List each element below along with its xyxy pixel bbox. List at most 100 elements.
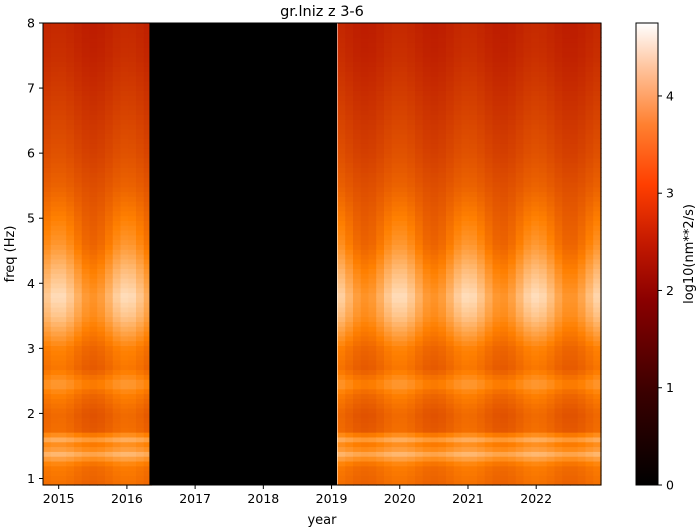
- heatmap-cell: [554, 326, 563, 332]
- heatmap-cell: [43, 138, 52, 144]
- heatmap-cell: [43, 42, 52, 48]
- heatmap-cell: [368, 133, 377, 140]
- heatmap-cell: [136, 196, 145, 202]
- heatmap-cell: [360, 393, 370, 399]
- heatmap-cell: [66, 249, 75, 255]
- heatmap-cell: [399, 278, 408, 284]
- heatmap-cell: [360, 369, 370, 375]
- heatmap-cell: [531, 258, 540, 265]
- heatmap-cell: [539, 388, 548, 395]
- heatmap-cell: [376, 427, 385, 433]
- heatmap-cell: [585, 331, 594, 337]
- heatmap-cell: [477, 124, 486, 130]
- heatmap-cell: [81, 480, 91, 486]
- heatmap-cell: [508, 225, 517, 231]
- heatmap-cell: [105, 393, 114, 399]
- heatmap-cell: [438, 167, 447, 173]
- heatmap-cell: [136, 436, 145, 443]
- heatmap-cell: [554, 335, 563, 342]
- heatmap-cell: [105, 355, 114, 361]
- heatmap-cell: [593, 201, 602, 207]
- heatmap-cell: [531, 95, 540, 101]
- heatmap-cell: [360, 398, 370, 404]
- heatmap-cell: [43, 408, 52, 414]
- heatmap-cell: [415, 191, 424, 197]
- heatmap-cell: [570, 42, 579, 48]
- heatmap-cell: [105, 379, 114, 385]
- heatmap-cell: [345, 263, 354, 270]
- heatmap-cell: [585, 412, 594, 419]
- heatmap-cell: [539, 278, 548, 284]
- heatmap-cell: [477, 172, 486, 178]
- heatmap-cell: [484, 191, 494, 197]
- heatmap-cell: [446, 23, 455, 29]
- heatmap-cell: [585, 451, 594, 457]
- heatmap-cell: [128, 56, 137, 63]
- heatmap-cell: [461, 292, 470, 298]
- heatmap-cell: [43, 465, 52, 472]
- heatmap-cell: [368, 258, 377, 265]
- heatmap-cell: [539, 263, 548, 270]
- heatmap-cell: [570, 398, 579, 404]
- heatmap-cell: [531, 282, 540, 289]
- heatmap-cell: [120, 148, 129, 154]
- heatmap-cell: [376, 374, 385, 380]
- heatmap-cell: [360, 32, 370, 39]
- heatmap-cell: [484, 210, 494, 217]
- heatmap-cell: [128, 61, 137, 67]
- heatmap-cell: [353, 201, 362, 207]
- heatmap-cell: [477, 119, 486, 125]
- heatmap-cell: [136, 273, 145, 279]
- heatmap-cell: [562, 172, 571, 178]
- heatmap-cell: [477, 345, 486, 351]
- heatmap-cell: [554, 254, 563, 260]
- heatmap-cell: [136, 157, 145, 164]
- heatmap-cell: [58, 359, 67, 366]
- heatmap-cell: [74, 234, 83, 241]
- heatmap-cell: [368, 215, 377, 221]
- heatmap-cell: [484, 196, 494, 202]
- heatmap-cell: [562, 51, 571, 58]
- heatmap-cell: [66, 37, 75, 43]
- heatmap-cell: [438, 220, 447, 226]
- heatmap-cell: [554, 100, 563, 106]
- heatmap-cell: [391, 306, 401, 313]
- heatmap-cell: [43, 432, 52, 438]
- heatmap-cell: [500, 326, 509, 332]
- heatmap-cell: [461, 427, 470, 433]
- heatmap-cell: [345, 215, 354, 221]
- heatmap-cell: [136, 465, 145, 472]
- heatmap-cell: [570, 244, 579, 250]
- heatmap-cell: [492, 268, 501, 274]
- heatmap-cell: [384, 412, 393, 419]
- heatmap-cell: [128, 201, 137, 207]
- heatmap-cell: [345, 331, 354, 337]
- heatmap-cell: [484, 27, 494, 34]
- heatmap-cell: [384, 446, 393, 452]
- heatmap-cell: [539, 350, 548, 356]
- heatmap-cell: [376, 321, 385, 327]
- heatmap-cell: [337, 350, 346, 356]
- heatmap-cell: [570, 403, 579, 409]
- heatmap-cell: [360, 287, 370, 294]
- heatmap-cell: [546, 441, 556, 448]
- heatmap-cell: [508, 456, 517, 462]
- heatmap-cell: [554, 133, 563, 140]
- heatmap-cell: [477, 398, 486, 404]
- heatmap-cell: [562, 148, 571, 154]
- heatmap-cell: [105, 350, 114, 356]
- heatmap-cell: [531, 51, 540, 58]
- heatmap-cell: [515, 186, 525, 193]
- heatmap-cell: [415, 316, 424, 322]
- heatmap-cell: [415, 470, 424, 476]
- heatmap-cell: [523, 210, 532, 217]
- heatmap-cell: [438, 297, 447, 303]
- heatmap-cell: [136, 393, 145, 399]
- heatmap-cell: [360, 470, 370, 476]
- heatmap-cell: [585, 186, 594, 193]
- heatmap-cell: [89, 32, 98, 39]
- heatmap-cell: [562, 220, 571, 226]
- heatmap-cell: [50, 186, 60, 193]
- heatmap-cell: [74, 37, 83, 43]
- heatmap-cell: [81, 42, 91, 48]
